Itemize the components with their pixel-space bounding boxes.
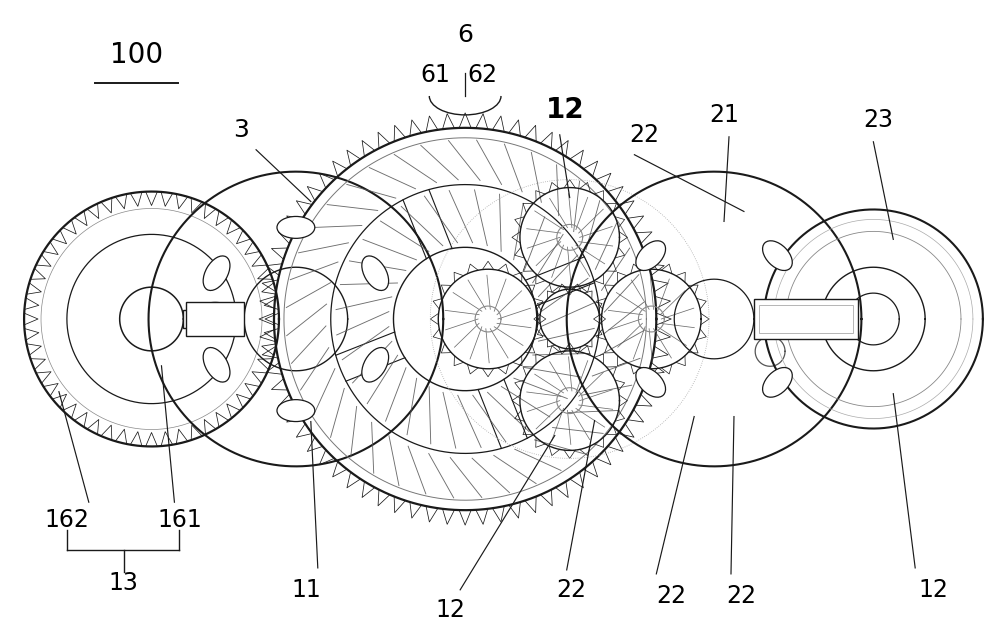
Text: 12: 12 — [918, 578, 948, 602]
Ellipse shape — [203, 256, 230, 291]
Ellipse shape — [277, 399, 315, 422]
Ellipse shape — [763, 241, 792, 270]
FancyBboxPatch shape — [754, 299, 858, 339]
FancyBboxPatch shape — [759, 305, 853, 333]
Text: 6: 6 — [457, 23, 473, 47]
Ellipse shape — [763, 367, 792, 397]
Text: 12: 12 — [435, 597, 465, 622]
Text: 22: 22 — [557, 578, 587, 602]
Ellipse shape — [362, 348, 389, 382]
Text: 22: 22 — [726, 584, 756, 608]
Text: 3: 3 — [233, 118, 249, 142]
Text: 13: 13 — [109, 571, 139, 595]
FancyBboxPatch shape — [183, 310, 221, 328]
Ellipse shape — [203, 348, 230, 382]
Ellipse shape — [636, 241, 666, 270]
Ellipse shape — [362, 256, 389, 291]
Ellipse shape — [636, 367, 666, 397]
Text: 12: 12 — [545, 96, 584, 124]
Ellipse shape — [277, 217, 315, 238]
Text: 22: 22 — [656, 584, 686, 608]
Text: 100: 100 — [110, 41, 163, 69]
Text: 22: 22 — [629, 123, 659, 147]
Text: 161: 161 — [157, 508, 202, 532]
Text: 23: 23 — [863, 108, 893, 132]
Text: 62: 62 — [467, 63, 497, 87]
Text: 21: 21 — [709, 103, 739, 127]
Text: 162: 162 — [44, 508, 89, 532]
Text: 61: 61 — [420, 63, 450, 87]
Text: 11: 11 — [291, 578, 321, 602]
FancyBboxPatch shape — [186, 302, 244, 336]
